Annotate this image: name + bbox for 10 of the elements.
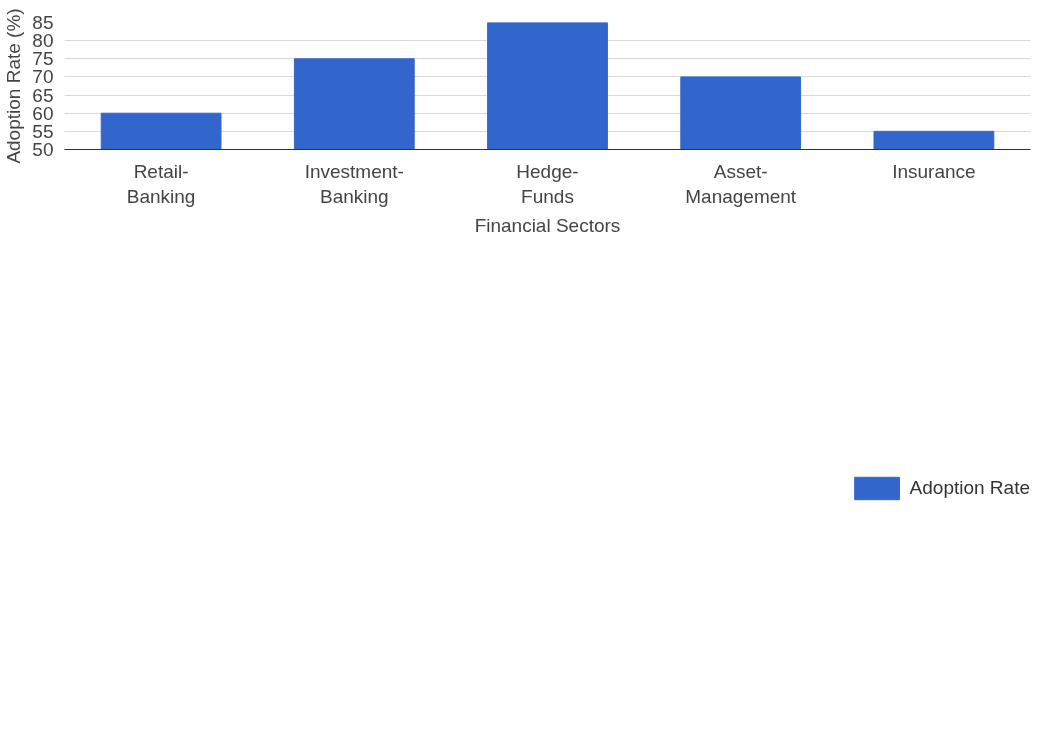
y-axis-title: Adoption Rate (%) <box>3 8 25 164</box>
legend-label: Adoption Rate <box>909 477 1030 499</box>
x-tick-label: Retail- Banking <box>126 160 196 207</box>
x-axis-title: Financial Sectors <box>474 214 621 236</box>
x-tick-label: Insurance <box>892 160 976 182</box>
x-tick-label: Hedge- Funds <box>516 160 579 207</box>
y-tick-label: 85 <box>32 12 54 33</box>
x-tick-label: Investment- Banking <box>304 160 404 207</box>
x-tick-label: Asset- Management <box>685 160 797 207</box>
y-tick-label: 50 <box>32 139 54 160</box>
